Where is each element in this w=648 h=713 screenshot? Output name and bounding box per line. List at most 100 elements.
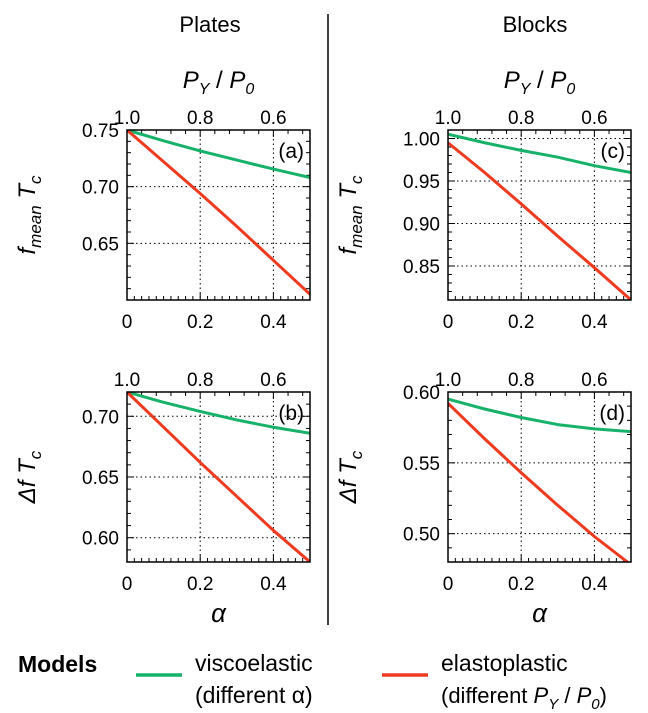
legend-label-viscoelastic: viscoelastic — [195, 650, 313, 676]
y-label-sub2: c — [26, 175, 45, 184]
y-label-sub2: c — [347, 175, 366, 184]
y-label-main: Δf — [14, 478, 41, 504]
legend-sub-prefix: (different — [441, 683, 534, 708]
panel-c: (c) 0 0.2 0.4 1.0 0.8 0.6 0.85 0.90 0.95 1.00 fmean… — [335, 67, 632, 333]
legend-sublabel-elastoplastic: (different PY / P0) — [441, 683, 607, 713]
plot-frame — [126, 391, 311, 563]
top-label-p2: P — [550, 67, 566, 94]
legend-label-elastoplastic: elastoplastic — [441, 650, 568, 676]
x-top-tick-label: 0.6 — [581, 370, 607, 391]
panel-label: (b) — [278, 402, 304, 425]
x-top-tick-label: 1.0 — [114, 108, 140, 129]
top-label-sub1: Y — [520, 81, 532, 98]
series-line-elastoplastic — [448, 141, 631, 300]
plot-frame — [126, 129, 311, 301]
y-tick-label: 1.00 — [403, 130, 440, 151]
top-label-p: P — [504, 67, 520, 94]
series-line-viscoelastic — [127, 392, 310, 435]
x-tick-label: 0.2 — [187, 574, 213, 595]
plot-frame — [447, 129, 632, 301]
top-axis-label: PY / P0 — [504, 67, 576, 98]
x-tick-label: 0.4 — [260, 312, 287, 333]
y-label-main: Δf — [335, 478, 362, 504]
y-tick-label: 0.65 — [82, 234, 119, 255]
series-line-viscoelastic — [448, 397, 631, 434]
x-tick-label: 0.4 — [581, 312, 608, 333]
x-tick-label: 0.2 — [508, 574, 534, 595]
y-tick-label: 0.55 — [403, 454, 440, 475]
y-axis-label: fmean Tc — [14, 175, 45, 255]
y-label-rest: T — [335, 457, 362, 481]
series-line-elastoplastic — [448, 402, 630, 562]
series-line-viscoelastic — [448, 132, 631, 174]
x-tick-label: 0.4 — [260, 574, 287, 595]
y-label-main: f — [335, 246, 362, 255]
top-label-sub1: Y — [199, 81, 211, 98]
legend-sub-p1: P — [534, 683, 549, 708]
y-axis-label: fmean Tc — [335, 175, 366, 255]
panel-b: (b) 0 0.2 0.4 1.0 0.8 0.6 0.60 0.65 0.70 Δf Tc α — [14, 370, 311, 628]
x-tick-label: 0 — [443, 312, 454, 333]
top-label-sub2: 0 — [245, 81, 254, 98]
top-label-sep: / — [530, 67, 550, 94]
y-label-main: f — [14, 246, 41, 255]
y-label-sub: mean — [347, 205, 366, 248]
y-label-rest: T — [335, 182, 362, 206]
x-tick-label: 0 — [443, 574, 454, 595]
x-top-tick-label: 1.0 — [435, 370, 461, 391]
y-label-sub2: c — [347, 450, 366, 459]
y-axis-label: Δf Tc — [335, 450, 366, 504]
panel-label: (d) — [599, 402, 625, 425]
x-top-tick-label: 0.8 — [187, 370, 213, 391]
y-label-rest: T — [14, 182, 41, 206]
x-tick-label: 0.4 — [581, 574, 608, 595]
y-axis-label: Δf Tc — [14, 450, 45, 504]
x-top-tick-label: 1.0 — [435, 108, 461, 129]
panel-label: (a) — [278, 140, 304, 163]
panel-d: (d) 0 0.2 0.4 1.0 0.8 0.6 0.50 0.55 0.60 Δf Tc α — [335, 370, 632, 628]
legend-sub-p2: P — [577, 683, 592, 708]
legend-sub-sep: / — [558, 683, 576, 708]
y-tick-label: 0.50 — [403, 525, 440, 546]
y-label-sub: mean — [26, 205, 45, 248]
y-tick-label: 0.70 — [82, 178, 119, 199]
panel-a: (a) 0 0.2 0.4 1.0 0.8 0.6 0.65 0.70 0.75 fmean Tc P… — [14, 67, 311, 333]
y-tick-label: 0.60 — [82, 529, 119, 550]
bottom-axis-label: α — [532, 598, 548, 628]
legend-sublabel-viscoelastic: (different α) — [195, 682, 313, 708]
legend-sub-sub2: 0 — [591, 696, 600, 713]
y-tick-label: 0.60 — [403, 383, 440, 404]
legend-title: Models — [18, 651, 97, 677]
top-label-sep: / — [209, 67, 229, 94]
y-tick-label: 0.95 — [403, 172, 440, 193]
y-tick-label: 0.90 — [403, 215, 440, 236]
series-line-viscoelastic — [127, 130, 310, 180]
y-label-sub2: c — [26, 450, 45, 459]
top-axis-label: PY / P0 — [183, 67, 255, 98]
column-title-blocks: Blocks — [503, 12, 568, 37]
top-label-p2: P — [229, 67, 245, 94]
x-top-tick-label: 0.8 — [187, 108, 213, 129]
x-tick-label: 0.2 — [187, 312, 213, 333]
x-top-tick-label: 1.0 — [114, 370, 140, 391]
plot-frame — [447, 391, 632, 563]
x-tick-label: 0 — [122, 312, 133, 333]
column-title-plates: Plates — [179, 12, 240, 37]
legend: Models viscoelastic (different α) elastopla… — [18, 650, 607, 713]
y-tick-label: 0.65 — [82, 468, 119, 489]
panel-label: (c) — [601, 140, 626, 163]
series-line-elastoplastic — [127, 130, 310, 296]
x-top-tick-label: 0.6 — [581, 108, 607, 129]
legend-sub-sub1: Y — [548, 696, 559, 713]
x-top-tick-label: 0.6 — [260, 370, 286, 391]
y-tick-label: 0.75 — [82, 121, 119, 142]
x-top-tick-label: 0.6 — [260, 108, 286, 129]
series-line-elastoplastic — [127, 392, 310, 562]
top-label-p: P — [183, 67, 199, 94]
y-label-rest: T — [14, 457, 41, 481]
x-tick-label: 0 — [122, 574, 133, 595]
x-top-tick-label: 0.8 — [508, 370, 534, 391]
bottom-axis-label: α — [211, 598, 227, 628]
x-top-tick-label: 0.8 — [508, 108, 534, 129]
